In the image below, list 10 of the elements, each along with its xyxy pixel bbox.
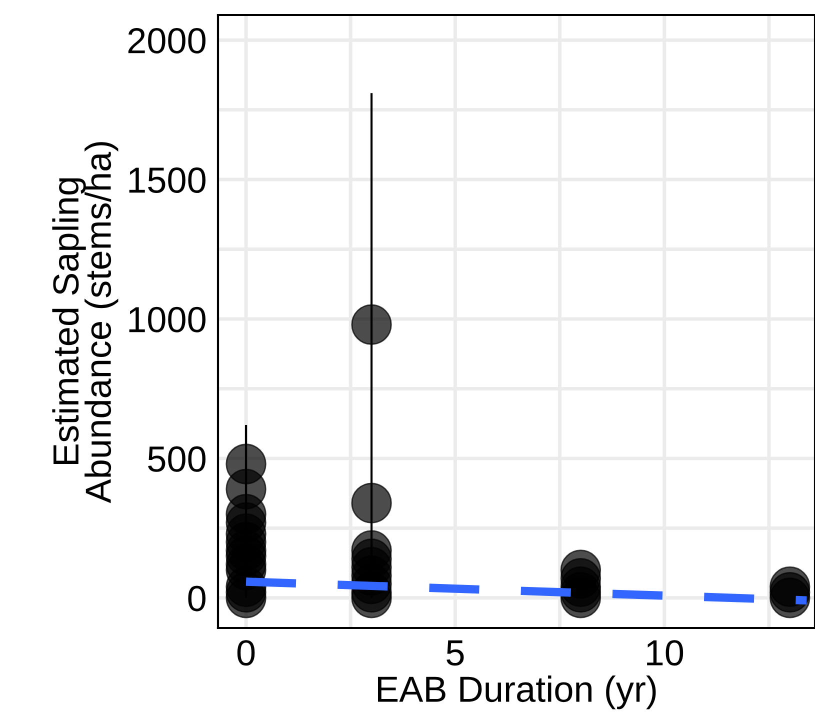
y-tick-label: 1000 <box>129 306 206 332</box>
x-tick-label: 0 <box>237 640 255 666</box>
x-axis-title: EAB Duration (yr) <box>378 676 656 710</box>
y-tick-label: 1500 <box>129 167 206 193</box>
x-tick-label: 5 <box>446 640 464 666</box>
y-tick-label: 0 <box>188 586 206 612</box>
y-tick-label: 2000 <box>128 28 206 54</box>
y-axis-title: Estimated Sapling Abundance (stems/ha) <box>52 142 118 504</box>
x-tick-label: 10 <box>647 640 684 666</box>
y-tick-label: 500 <box>148 446 206 472</box>
